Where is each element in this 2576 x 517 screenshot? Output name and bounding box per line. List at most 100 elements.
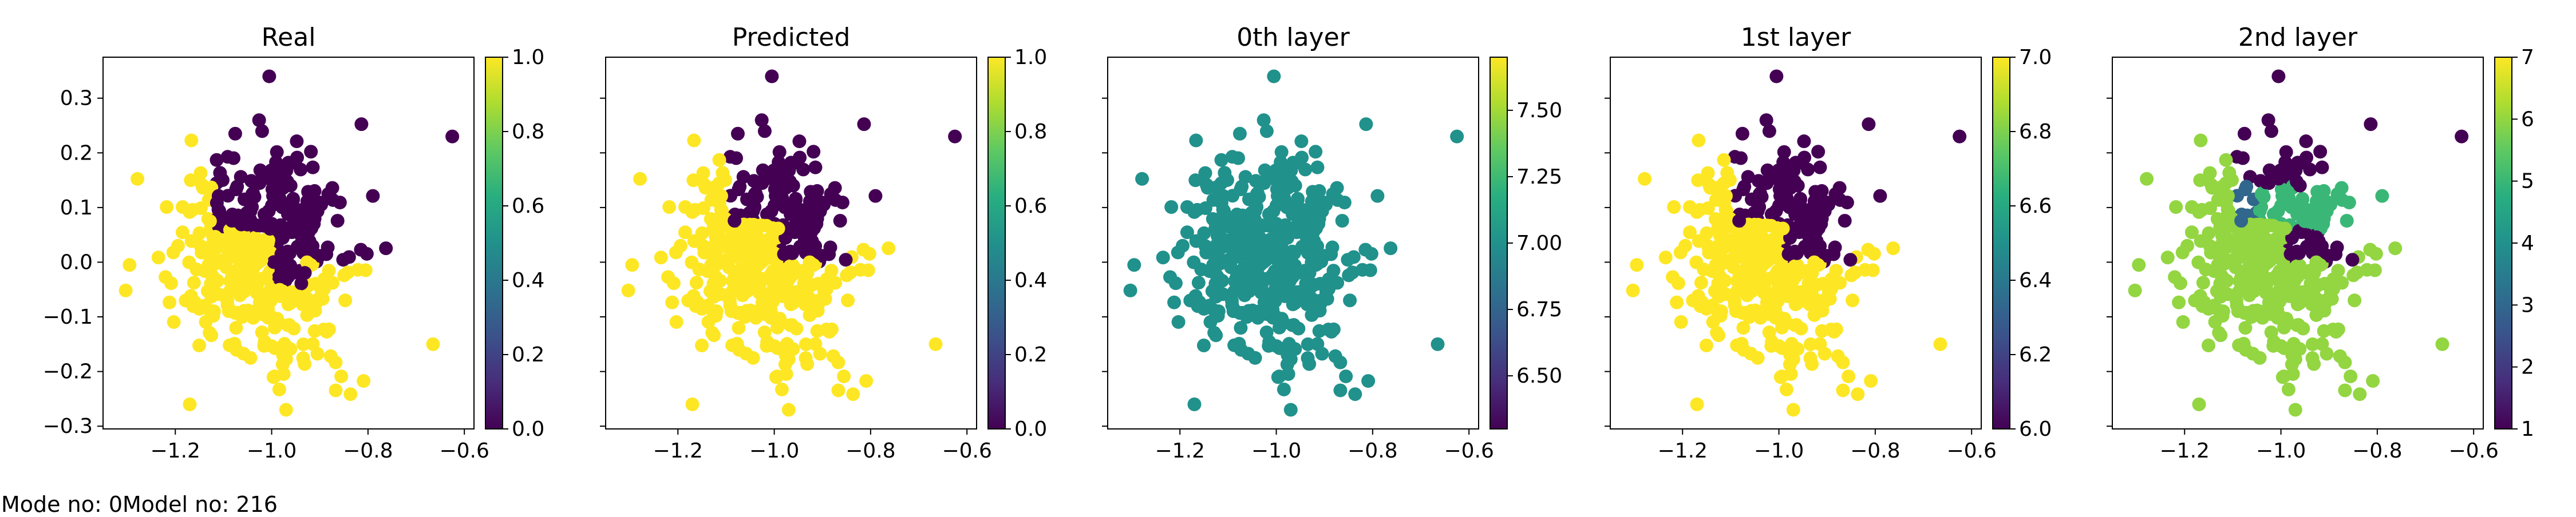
data-point — [354, 242, 368, 257]
data-point — [692, 263, 706, 277]
x-tick-label: −1.2 — [151, 439, 200, 463]
data-point — [1851, 387, 1865, 401]
data-point — [2264, 325, 2278, 340]
data-point — [2315, 337, 2329, 351]
x-tick-label: −1.0 — [749, 439, 799, 463]
x-tick-label: −1.0 — [1251, 439, 1301, 463]
colorbar-tick-label: 4 — [2521, 232, 2534, 255]
data-point — [2342, 196, 2356, 210]
data-point — [2299, 134, 2313, 149]
x-tick-label: −0.8 — [1348, 439, 1397, 463]
data-point — [1256, 248, 1270, 263]
data-point — [1298, 162, 1313, 177]
data-point — [712, 196, 726, 210]
data-point — [1263, 270, 1278, 284]
data-point — [1794, 321, 1808, 336]
data-point — [833, 213, 847, 228]
data-point — [1226, 245, 1240, 259]
data-point — [1736, 321, 1751, 335]
data-point — [1255, 218, 1269, 233]
data-point — [948, 129, 962, 144]
data-point — [204, 277, 218, 291]
data-point — [705, 214, 720, 228]
data-point — [1326, 187, 1340, 201]
data-point — [669, 245, 683, 260]
data-point — [1728, 150, 1742, 164]
data-point — [835, 196, 850, 210]
data-point — [2345, 253, 2360, 267]
data-point — [1717, 153, 1731, 167]
colorbar-tick-label: 6.6 — [2019, 194, 2052, 218]
data-point — [779, 367, 793, 381]
colorbar-tick-label: 0.6 — [1014, 194, 1047, 218]
data-point — [426, 337, 440, 351]
data-point — [279, 352, 293, 367]
data-point — [856, 242, 871, 257]
data-point — [2212, 214, 2226, 228]
data-point — [1171, 315, 1186, 329]
data-point — [1255, 176, 1269, 190]
chart-panel-5: 2nd layer −1.2 −1.0 −0.8 −0.6 1 2 3 4 5 6 7 — [2107, 23, 2534, 463]
data-point — [1735, 126, 1749, 141]
colorbar-tick-label: 3 — [2521, 293, 2534, 317]
data-point — [186, 299, 200, 313]
colorbar-tick-label: 6.8 — [2019, 120, 2052, 144]
data-point — [2271, 204, 2285, 218]
data-point — [1700, 226, 1714, 240]
data-point — [1234, 321, 1248, 335]
data-point — [1339, 369, 1353, 384]
data-point — [780, 337, 794, 351]
data-point — [666, 276, 681, 291]
data-point — [1690, 397, 1704, 411]
data-point — [1198, 166, 1212, 180]
data-point — [2315, 160, 2329, 174]
data-point — [1259, 325, 1274, 340]
data-point — [810, 324, 824, 338]
data-point — [775, 383, 789, 397]
data-point — [307, 212, 322, 226]
data-point — [783, 174, 797, 189]
data-point — [2235, 268, 2249, 283]
data-point — [2278, 221, 2292, 236]
data-point — [1232, 126, 1247, 141]
data-point — [1341, 253, 1355, 267]
data-point — [1248, 351, 1262, 365]
data-point — [709, 309, 723, 323]
x-tick-label: −1.0 — [247, 439, 297, 463]
data-point — [2455, 129, 2469, 144]
data-point — [1224, 294, 1239, 308]
data-point — [882, 241, 896, 256]
data-point — [822, 324, 836, 339]
x-tick-label: −0.8 — [1850, 439, 1900, 463]
data-point — [1815, 212, 1829, 226]
data-point — [1759, 285, 1773, 299]
data-point — [753, 176, 767, 190]
data-point — [250, 218, 264, 233]
colorbar-tick-label: 0.8 — [512, 120, 544, 144]
data-point — [2193, 173, 2207, 188]
data-point — [810, 212, 824, 226]
data-point — [705, 325, 720, 340]
data-point — [689, 299, 703, 313]
data-point — [1862, 117, 1876, 132]
data-point — [1691, 173, 1705, 188]
plot-frame — [102, 57, 475, 429]
data-point — [2285, 200, 2299, 214]
data-point — [2261, 113, 2275, 128]
data-point — [1282, 337, 1296, 351]
data-point — [1811, 145, 1826, 159]
data-point — [1302, 240, 1317, 254]
data-point — [203, 249, 217, 263]
colorbar — [485, 57, 503, 429]
data-point — [1180, 225, 1194, 240]
data-point — [697, 178, 712, 192]
data-point — [1772, 182, 1787, 196]
data-point — [1123, 283, 1137, 297]
data-point — [1786, 403, 1800, 417]
data-point — [764, 204, 779, 218]
data-point — [1743, 310, 1757, 324]
data-point — [2273, 282, 2287, 296]
data-point — [2231, 304, 2245, 319]
data-point — [1207, 325, 1222, 340]
